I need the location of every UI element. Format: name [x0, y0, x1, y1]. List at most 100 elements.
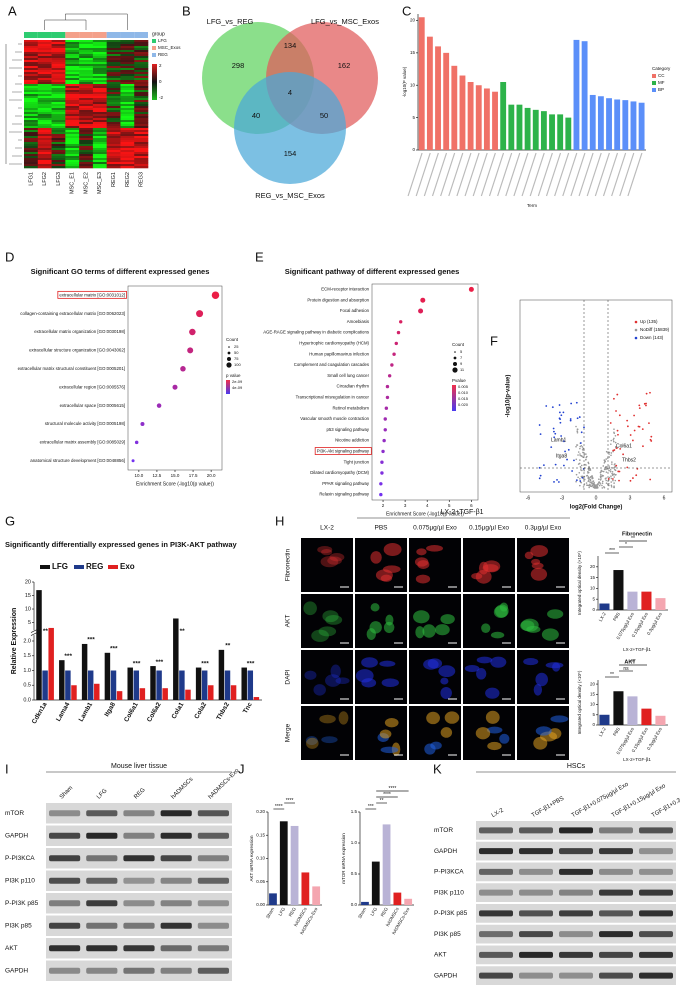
point [610, 481, 613, 483]
point [601, 482, 604, 485]
heat-cell [120, 156, 135, 159]
heat-cell [79, 72, 94, 75]
x-tick-label: Col6a2 [146, 701, 163, 723]
heat-cell [106, 150, 121, 153]
bar [127, 667, 133, 700]
panel-label: I [5, 761, 9, 776]
point [554, 432, 557, 435]
heat-cell [79, 100, 94, 103]
x-tick-label: Lama4 [55, 701, 72, 723]
heat-cell [120, 40, 135, 43]
heat-cell [92, 160, 107, 163]
heat-cell [51, 76, 66, 79]
set-label: LFG_vs_MSC_Exos [311, 17, 379, 26]
column-label: 0.075µg/µl Exo [413, 525, 457, 532]
column-label: PBS [374, 525, 388, 532]
heat-cell [79, 84, 94, 87]
heat-cell [24, 40, 39, 43]
heat-cell [134, 164, 149, 167]
heat-cell [79, 120, 94, 123]
point [622, 453, 625, 456]
chart-title: AKT [624, 659, 636, 665]
heat-cell [92, 112, 107, 115]
point [602, 465, 605, 467]
significance: *** [609, 548, 615, 554]
y-tick-label: Complement and coagulation cascades [294, 362, 369, 367]
column-label: 0.3µg/µl Exo [525, 525, 562, 532]
heat-cell [120, 80, 135, 83]
heat-cell [24, 122, 39, 125]
heat-cell [134, 158, 149, 161]
venn-count: 154 [284, 149, 297, 158]
heat-cell [24, 166, 39, 169]
heat-cell [134, 120, 149, 123]
point [563, 440, 565, 443]
heat-cell [24, 116, 39, 119]
legend-swatch [652, 88, 656, 92]
row-label: DAPI [285, 669, 292, 684]
cell [427, 658, 443, 669]
heat-cell [92, 124, 107, 127]
row-label: GAPDH [434, 972, 457, 979]
heat-cell [120, 154, 135, 157]
heat-cell [134, 50, 149, 53]
y-tick-label: extracellular matrix organization [GO:00… [34, 329, 125, 334]
point [588, 484, 591, 487]
heat-cell [24, 114, 39, 117]
point [603, 468, 606, 471]
significance: *** [87, 637, 95, 644]
term-label-placeholder [415, 152, 431, 197]
band [123, 945, 155, 952]
heat-cell [65, 54, 80, 57]
point [591, 476, 594, 479]
point [585, 456, 588, 459]
heat-cell [106, 132, 121, 135]
point [557, 481, 560, 483]
heat-cell [24, 64, 39, 67]
legend-label: LFG [158, 38, 167, 43]
heat-cell [120, 68, 135, 71]
heat-cell [37, 84, 52, 87]
heat-cell [106, 74, 121, 77]
x-tick-label: 6 [470, 503, 473, 508]
heat-cell [51, 146, 66, 149]
heat-cell [134, 132, 149, 135]
x-tick-label: 12.5 [153, 473, 162, 478]
legend-swatch [40, 565, 50, 569]
point [545, 405, 548, 407]
point [645, 392, 648, 395]
heat-cell [106, 120, 121, 123]
cell [523, 658, 539, 666]
heat-cell [51, 64, 66, 67]
x-tick-label: 0 [595, 495, 598, 501]
dot [418, 308, 424, 314]
sample-label: REG2 [125, 172, 131, 187]
y-tick-label: p53 signaling pathway [326, 427, 369, 432]
point [608, 451, 611, 454]
heat-cell [120, 72, 135, 75]
heat-cell [24, 100, 39, 103]
bar [655, 598, 666, 610]
heat-cell [92, 58, 107, 61]
heat-cell [65, 158, 80, 161]
point [610, 477, 613, 480]
x-tick-label: 0.3µg/µl Exo [646, 611, 663, 636]
heat-cell [106, 138, 121, 141]
y-tick-label: Human papillomavirus infection [309, 351, 369, 356]
cell [440, 677, 449, 685]
heat-cell [120, 158, 135, 161]
heat-cell [37, 98, 52, 101]
point [575, 425, 577, 428]
heat-cell [24, 160, 39, 163]
term-label-placeholder [537, 152, 553, 197]
heat-cell [37, 106, 52, 109]
heat-cell [134, 100, 149, 103]
heat-cell [65, 134, 80, 137]
heat-cell [24, 88, 39, 91]
heat-cell [134, 60, 149, 63]
heat-cell [134, 44, 149, 47]
heat-cell [24, 152, 39, 155]
point [612, 438, 615, 441]
band [639, 827, 673, 834]
cell [440, 686, 452, 700]
